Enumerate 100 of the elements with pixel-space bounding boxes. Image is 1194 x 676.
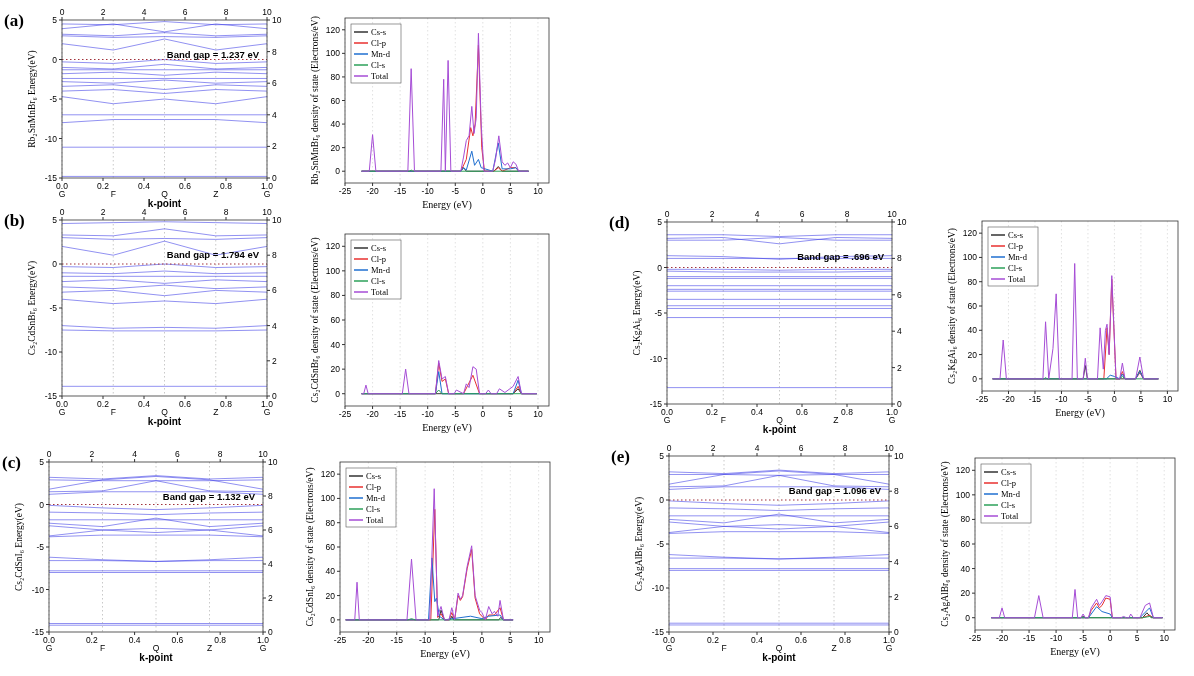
x-tick-label: 0.4 bbox=[751, 407, 764, 417]
ref-line-label: G bbox=[885, 643, 893, 653]
legend-label: Cl-s bbox=[366, 504, 381, 514]
ref-line-label: F bbox=[110, 189, 116, 199]
x-tick-label: -10 bbox=[1049, 633, 1063, 643]
y-tick-label: -5 bbox=[36, 542, 45, 552]
y-tick-label: 60 bbox=[967, 301, 978, 311]
ref-line-label: Z bbox=[213, 407, 219, 417]
y-tick-label: 60 bbox=[960, 539, 971, 549]
y2-tick-label: 6 bbox=[272, 78, 277, 89]
x-tick-label: -15 bbox=[390, 635, 404, 645]
x-tick-label: 1.0 bbox=[886, 407, 899, 417]
y-tick-label: 20 bbox=[330, 364, 341, 375]
y-tick-label: 40 bbox=[330, 119, 341, 130]
ref-line-label: Z bbox=[833, 415, 839, 425]
y-tick-label: -10 bbox=[651, 583, 665, 593]
chart-title: (e) bbox=[611, 447, 630, 466]
x2-tick-label: 2 bbox=[89, 449, 95, 459]
x-tick-label: 10 bbox=[533, 409, 543, 419]
x-tick-label: -25 bbox=[338, 409, 352, 419]
y2-tick-label: 10 bbox=[268, 457, 278, 467]
y-tick-label: 40 bbox=[960, 563, 971, 574]
y-tick-label: -5 bbox=[49, 303, 58, 313]
x2-tick-label: 8 bbox=[844, 209, 850, 219]
legend-label: Mn-d bbox=[1008, 252, 1028, 262]
x-tick-label: 0.4 bbox=[138, 181, 151, 191]
x-axis-title: Energy (eV) bbox=[422, 422, 472, 434]
y-axis-title: Cs₂CdSnI₆ density of state (Electrons/eV) bbox=[305, 467, 316, 627]
x-tick-label: 0.8 bbox=[839, 635, 852, 645]
y2-tick-label: 6 bbox=[894, 521, 899, 532]
x-tick-label: -15 bbox=[393, 186, 407, 196]
x-tick-label: 0.8 bbox=[841, 407, 854, 417]
legend-label: Total bbox=[1008, 274, 1026, 284]
y2-tick-label: 4 bbox=[272, 320, 277, 331]
x-tick-label: 0.0 bbox=[661, 407, 674, 417]
x-tick-label: 0.8 bbox=[220, 399, 233, 409]
y-tick-label: 0 bbox=[965, 612, 971, 623]
ref-line-label: G bbox=[259, 643, 267, 653]
x-tick-label: -5 bbox=[451, 186, 460, 196]
x-tick-label: 0.4 bbox=[128, 635, 141, 645]
x2-tick-label: 2 bbox=[710, 443, 716, 453]
legend-label: Cl-p bbox=[371, 254, 387, 264]
ref-line-label: Z bbox=[206, 643, 213, 653]
y-tick-label: 100 bbox=[320, 493, 336, 504]
x2-tick-label: 8 bbox=[217, 449, 223, 459]
x-tick-label: 0 bbox=[1107, 633, 1113, 643]
y-tick-label: 80 bbox=[960, 514, 971, 525]
y2-tick-label: 4 bbox=[897, 326, 902, 337]
x-tick-label: -10 bbox=[421, 409, 435, 419]
y-tick-label: -5 bbox=[49, 94, 58, 104]
annotation: Band gap = 1.132 eV bbox=[162, 491, 256, 502]
y-axis-title: Rb₂SnMnBr₆ Energy(eV) bbox=[27, 50, 38, 148]
y-tick-label: 20 bbox=[960, 588, 971, 599]
x2-tick-label: 2 bbox=[100, 7, 106, 17]
x-tick-label: 1.0 bbox=[883, 635, 896, 645]
x-tick-label: 5 bbox=[507, 635, 513, 645]
x2-tick-label: 2 bbox=[709, 209, 715, 219]
y-tick-label: 60 bbox=[325, 542, 336, 552]
y-tick-label: 80 bbox=[330, 71, 341, 82]
ref-line-label: Q bbox=[152, 643, 160, 653]
x-axis-title: k-point bbox=[762, 652, 797, 663]
legend-label: Cs-s bbox=[1008, 230, 1024, 240]
y-tick-label: 120 bbox=[962, 228, 978, 239]
legend-label: Cs-s bbox=[1001, 467, 1017, 477]
annotation: Band gap = 1.794 eV bbox=[166, 249, 260, 260]
y-tick-label: -15 bbox=[44, 173, 58, 183]
legend-label: Cl-p bbox=[366, 482, 382, 492]
ref-line-label: G bbox=[263, 407, 271, 417]
y2-tick-label: 6 bbox=[272, 285, 277, 296]
y-tick-label: 40 bbox=[967, 325, 978, 336]
ref-line-label: Z bbox=[831, 643, 837, 653]
y2-tick-label: 6 bbox=[897, 289, 902, 300]
y-tick-label: 40 bbox=[325, 566, 336, 577]
legend-label: Cl-s bbox=[371, 60, 386, 70]
x-tick-label: 0.2 bbox=[85, 635, 98, 645]
y-tick-label: -10 bbox=[44, 133, 58, 144]
y2-tick-label: 10 bbox=[272, 15, 282, 25]
ref-line-label: G bbox=[58, 407, 66, 417]
ref-line-label: Q bbox=[776, 415, 784, 425]
x-tick-label: -20 bbox=[362, 635, 375, 645]
ref-line-label: F bbox=[99, 643, 106, 653]
y2-tick-label: 8 bbox=[272, 46, 277, 57]
x2-tick-label: 6 bbox=[799, 209, 805, 219]
y-tick-label: 120 bbox=[325, 241, 341, 252]
y-tick-label: 120 bbox=[325, 24, 341, 35]
x-axis-title: k-point bbox=[762, 424, 797, 435]
y2-tick-label: 2 bbox=[272, 355, 277, 366]
x-tick-label: 5 bbox=[508, 409, 514, 419]
y-tick-label: 0 bbox=[659, 495, 665, 505]
y2-tick-label: 10 bbox=[897, 217, 907, 227]
y2-tick-label: 8 bbox=[897, 253, 902, 264]
x-tick-label: -25 bbox=[333, 635, 347, 645]
y-tick-label: 40 bbox=[330, 339, 341, 350]
x-tick-label: 0.6 bbox=[796, 407, 809, 417]
x-tick-label: -20 bbox=[366, 409, 379, 419]
ref-line-label: Q bbox=[161, 407, 169, 417]
ref-line-label: G bbox=[263, 189, 271, 199]
x-tick-label: 0.0 bbox=[663, 635, 676, 645]
ref-line-label: G bbox=[663, 415, 671, 425]
annotation: Band gap = .696 eV bbox=[797, 251, 885, 262]
